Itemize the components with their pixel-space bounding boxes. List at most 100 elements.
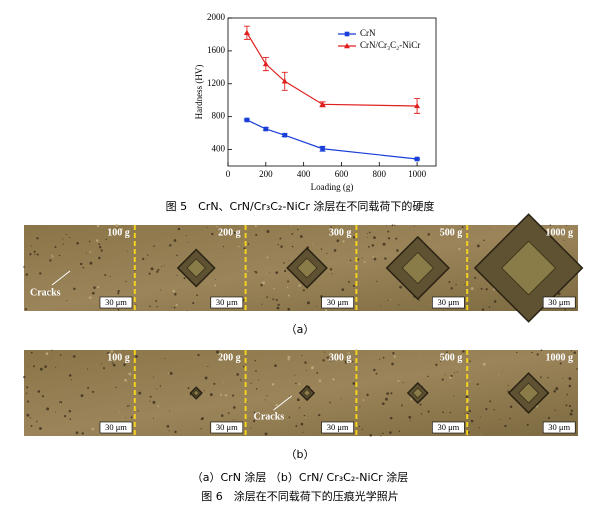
texture-dot bbox=[116, 227, 118, 229]
texture-dot bbox=[494, 227, 496, 229]
texture-dot bbox=[152, 400, 156, 404]
texture-dot bbox=[391, 362, 394, 366]
texture-dot bbox=[540, 349, 543, 352]
texture-dot bbox=[483, 239, 485, 242]
texture-dot bbox=[516, 351, 518, 354]
texture-dot bbox=[555, 387, 559, 391]
texture-dot bbox=[324, 309, 328, 312]
texture-dot bbox=[250, 427, 252, 429]
texture-dot bbox=[123, 363, 126, 366]
texture-dot bbox=[176, 254, 178, 257]
texture-dot bbox=[373, 257, 377, 261]
texture-dot bbox=[568, 384, 572, 388]
texture-dot bbox=[99, 246, 102, 249]
texture-dot bbox=[287, 307, 291, 311]
y-axis-label: Hardness (HV) bbox=[194, 65, 204, 120]
texture-dot bbox=[152, 417, 155, 419]
texture-dot bbox=[66, 300, 68, 302]
texture-dot bbox=[566, 393, 569, 396]
texture-dot bbox=[117, 308, 120, 311]
texture-dot bbox=[373, 236, 376, 239]
x-axis-label: Loading (g) bbox=[311, 182, 354, 192]
texture-dot bbox=[553, 390, 557, 393]
texture-dot bbox=[79, 262, 83, 266]
texture-dot bbox=[554, 409, 556, 411]
texture-dot bbox=[498, 374, 500, 376]
texture-dot bbox=[23, 265, 25, 268]
texture-dot bbox=[211, 232, 214, 236]
texture-dot bbox=[75, 431, 79, 435]
texture-dot bbox=[255, 370, 257, 372]
marker bbox=[320, 146, 325, 152]
texture-dot bbox=[468, 409, 471, 413]
texture-dot bbox=[342, 240, 345, 243]
x-tick-label: 1000 bbox=[408, 169, 427, 179]
texture-dot bbox=[398, 430, 401, 433]
texture-dot bbox=[274, 364, 277, 368]
load-label: 300 g bbox=[329, 227, 352, 238]
scale-bar-box bbox=[321, 296, 354, 309]
texture-dot bbox=[454, 372, 456, 374]
texture-dot bbox=[93, 286, 96, 289]
texture-dot bbox=[169, 244, 172, 247]
x-tick-label: 0 bbox=[226, 169, 231, 179]
texture-dot bbox=[111, 362, 114, 364]
marker bbox=[414, 102, 421, 109]
texture-dot bbox=[482, 362, 486, 366]
texture-dot bbox=[390, 392, 393, 395]
texture-dot bbox=[395, 237, 398, 240]
marker bbox=[244, 117, 250, 123]
load-label: 500 g bbox=[440, 227, 463, 238]
texture-dot bbox=[271, 382, 275, 386]
texture-dot bbox=[450, 287, 453, 290]
marker bbox=[263, 126, 269, 132]
texture-dot bbox=[232, 394, 235, 397]
texture-dot bbox=[410, 398, 413, 401]
texture-dot bbox=[295, 425, 298, 427]
texture-dot bbox=[98, 243, 101, 246]
texture-dot bbox=[344, 361, 347, 364]
texture-dot bbox=[173, 239, 177, 242]
scale-bar-box bbox=[432, 296, 465, 309]
texture-dot bbox=[168, 430, 170, 432]
texture-dot bbox=[389, 299, 391, 301]
texture-dot bbox=[96, 224, 100, 228]
texture-dot bbox=[266, 395, 268, 397]
texture-dot bbox=[159, 385, 162, 387]
texture-dot bbox=[375, 372, 378, 375]
texture-dot bbox=[306, 301, 310, 305]
texture-dot bbox=[264, 432, 268, 436]
texture-dot bbox=[280, 245, 283, 248]
texture-dot bbox=[298, 284, 301, 287]
texture-dot bbox=[26, 386, 29, 389]
texture-dot bbox=[39, 272, 42, 275]
texture-dot bbox=[474, 276, 477, 279]
texture-dot bbox=[382, 356, 385, 359]
texture-dot bbox=[125, 417, 127, 419]
scale-bar-label: 30 μm bbox=[216, 297, 238, 307]
texture-dot bbox=[557, 292, 561, 296]
texture-dot bbox=[397, 379, 400, 383]
texture-dot bbox=[91, 427, 93, 430]
texture-dot bbox=[257, 379, 260, 381]
marker bbox=[344, 43, 350, 49]
texture-dot bbox=[427, 375, 429, 378]
texture-dot bbox=[29, 417, 31, 419]
texture-dot bbox=[219, 393, 222, 396]
texture-dot bbox=[272, 298, 275, 301]
texture-dot bbox=[461, 226, 464, 229]
texture-dot bbox=[51, 254, 54, 257]
panel-label: （b） bbox=[286, 448, 315, 461]
texture-dot bbox=[269, 271, 270, 273]
load-label: 100 g bbox=[107, 227, 130, 238]
texture-dot bbox=[153, 245, 155, 247]
texture-dot bbox=[273, 287, 275, 290]
texture-dot bbox=[216, 225, 218, 228]
texture-dot bbox=[509, 417, 511, 420]
texture-dot bbox=[253, 411, 256, 414]
texture-dot bbox=[88, 240, 91, 243]
texture-dot bbox=[363, 261, 366, 264]
texture-dot bbox=[107, 351, 109, 354]
texture-dot bbox=[310, 366, 314, 370]
texture-dot bbox=[386, 392, 390, 396]
